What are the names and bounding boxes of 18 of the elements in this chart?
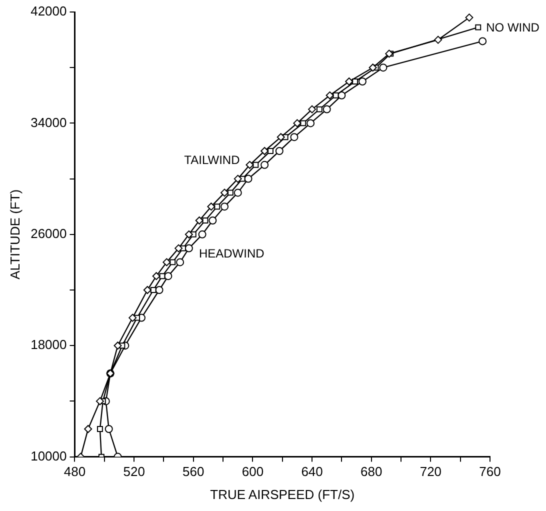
y-tick-label: 18000 [30,337,67,352]
x-tick-label: 680 [360,464,382,480]
y-tick-label: 42000 [30,4,67,19]
x-tick-label: 720 [420,464,442,480]
series-label: TAILWIND [184,153,240,168]
y-tick-label: 10000 [30,448,67,464]
series-label: NO WIND [486,20,540,35]
x-tick-label: 520 [123,464,145,480]
y-tick-label: 34000 [30,114,67,130]
series-label: HEADWIND [198,246,265,261]
x-tick-label: 600 [242,464,264,480]
x-tick-label: 760 [479,464,501,480]
y-axis-title: ALTITUDE (FT) [7,189,22,280]
x-axis-title: TRUE AIRSPEED (FT/S) [210,486,355,502]
x-tick-label: 480 [64,464,86,480]
x-tick-label: 560 [182,464,204,480]
y-tick-label: 26000 [30,226,67,241]
x-tick-label: 640 [301,464,323,480]
